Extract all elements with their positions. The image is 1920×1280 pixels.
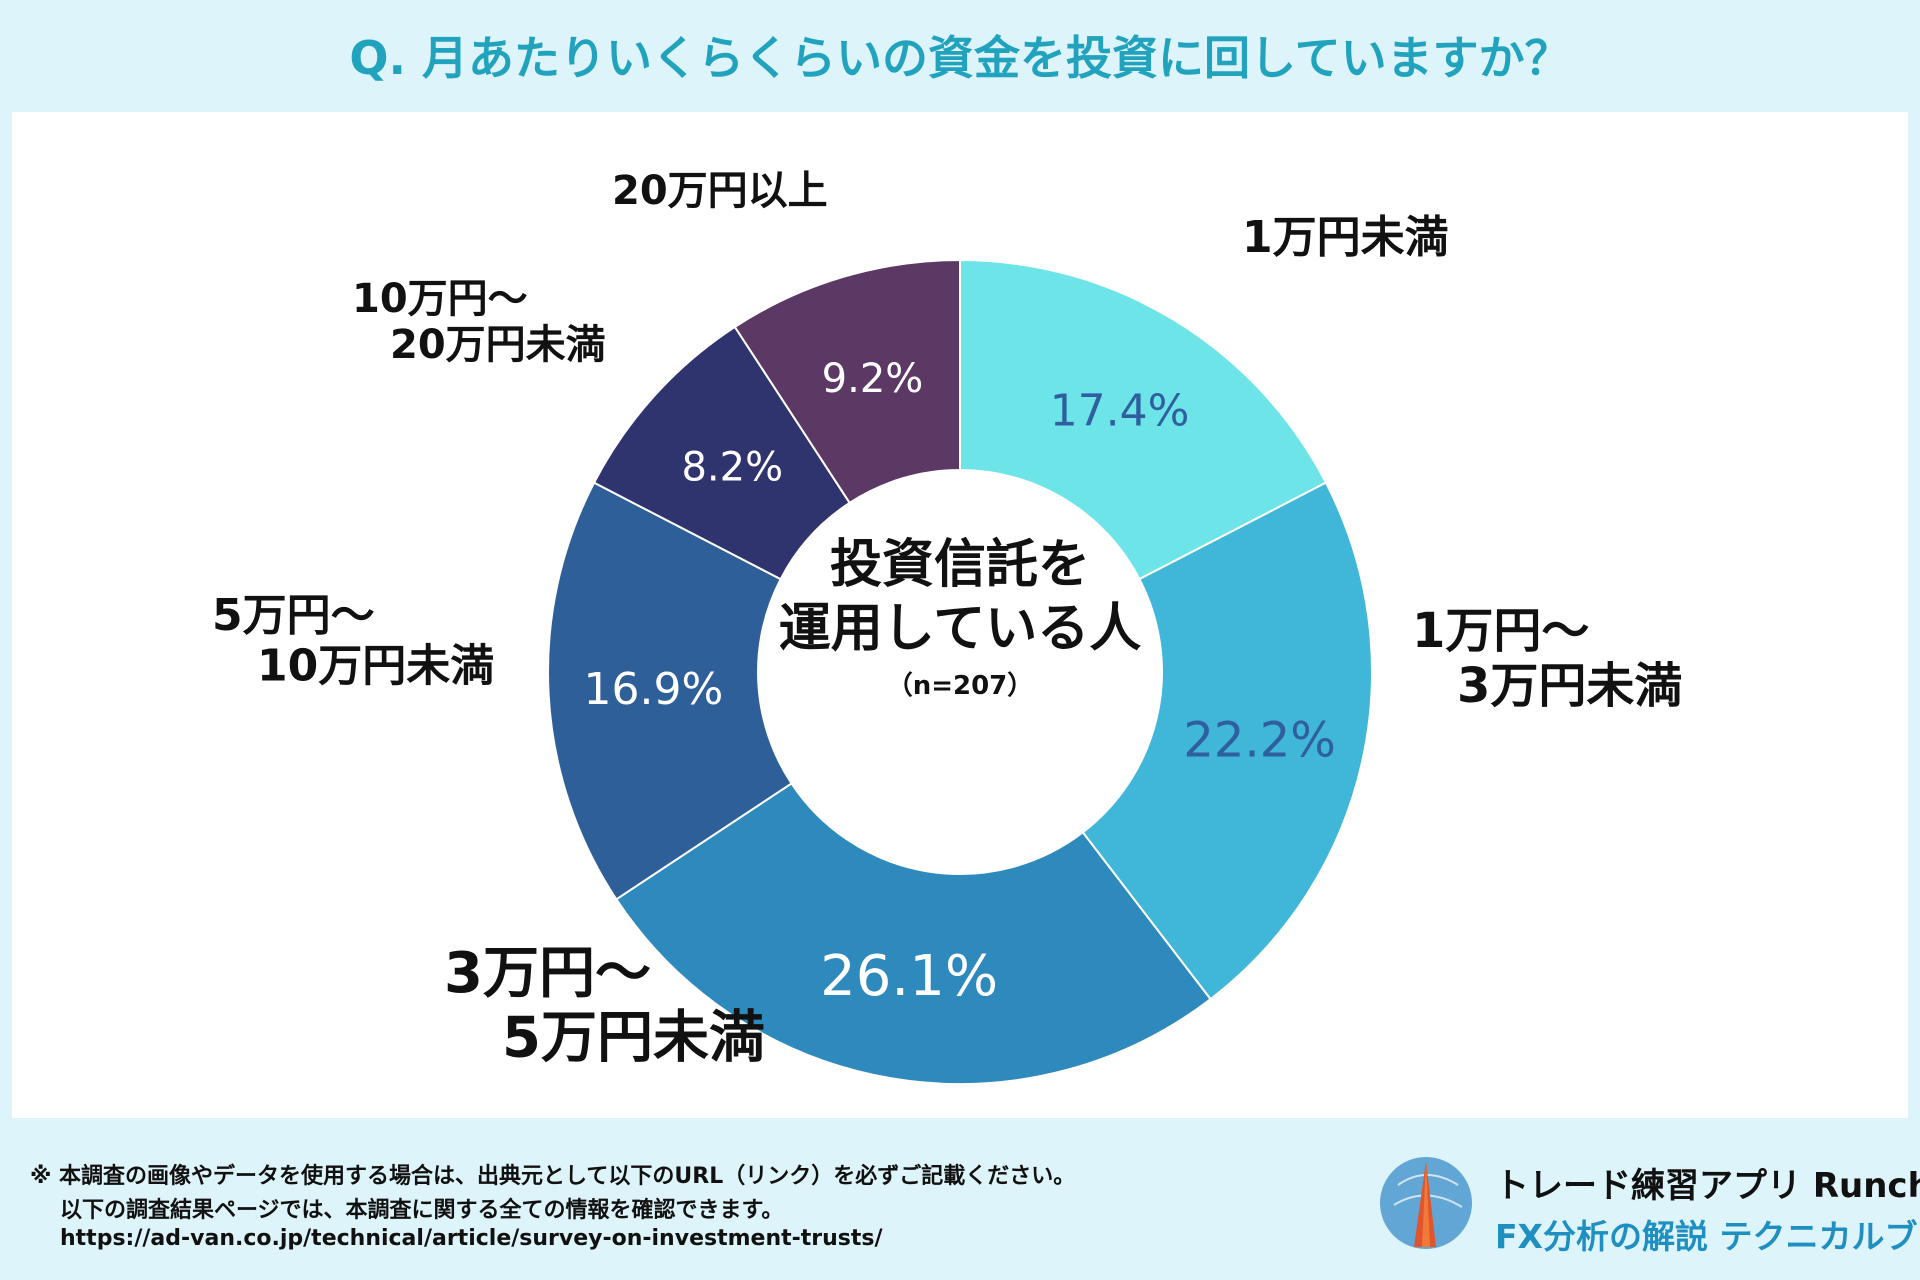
slice-category-label: 5万円〜: [212, 590, 375, 641]
center-sample-size: （n=207）: [887, 671, 1034, 701]
footer-note-line2: 以下の調査結果ページでは、本調査に関する全ての情報を確認できます。: [60, 1198, 784, 1223]
slice-category-label: 1万円未満: [1242, 212, 1449, 263]
footer-url-link[interactable]: https://ad-van.co.jp/technical/article/s…: [60, 1226, 883, 1251]
donut-chart: 17.4%22.2%26.1%16.9%8.2%9.2% 1万円未満1万円〜3万…: [212, 168, 1682, 1085]
slice-category-label: 3万円〜: [444, 941, 651, 1006]
slice-value-label: 9.2%: [822, 356, 924, 402]
footer-note-line1: ※ 本調査の画像やデータを使用する場合は、出典元として以下のURL（リンク）を必…: [30, 1164, 1076, 1189]
slice-category-label: 5万円未満: [502, 1005, 765, 1070]
chart-title: Q. 月あたりいくらくらいの資金を投資に回していますか？: [349, 31, 1571, 85]
donut-hole: [758, 470, 1162, 874]
slice-value-label: 22.2%: [1183, 712, 1335, 768]
slice-value-label: 17.4%: [1050, 386, 1190, 437]
slice-value-label: 8.2%: [681, 444, 783, 490]
center-label-line2: 運用している人: [779, 599, 1141, 659]
slice-category-label: 1万円〜: [1412, 603, 1589, 659]
chart-panel: 17.4% 22.2% 26.1% 16.9% 8.2% 9.2% 1万円未満 1万円〜 3万…: [12, 112, 1908, 1118]
center-label-line1: 投資信託を: [830, 535, 1090, 595]
slice-category-label: 20万円未満: [390, 322, 606, 368]
slice-category-label: 20万円以上: [612, 168, 828, 214]
brand-subtitle: FX分析の解説 テクニカルブック: [1495, 1217, 1920, 1256]
slice-category-label: 10万円未満: [257, 641, 494, 692]
slice-category-label: 3万円未満: [1457, 658, 1682, 714]
runcha-logo-icon: [1380, 1157, 1472, 1249]
slice-value-label: 16.9%: [584, 664, 724, 715]
slice-value-label: 26.1%: [820, 944, 998, 1009]
slice-category-label: 10万円〜: [352, 276, 528, 322]
brand-name: トレード練習アプリ Runcha: [1495, 1166, 1920, 1206]
